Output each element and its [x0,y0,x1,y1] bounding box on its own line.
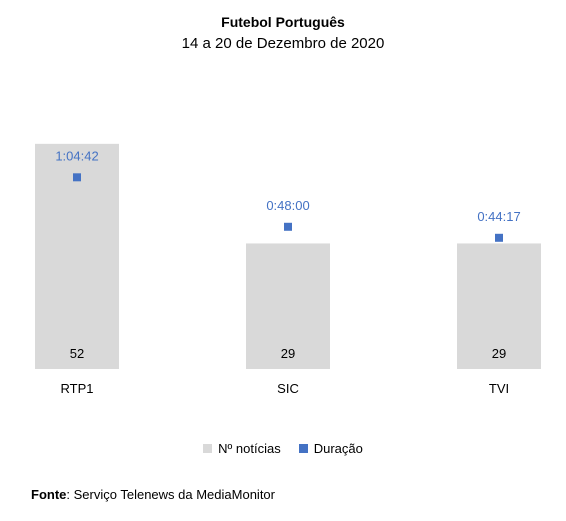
duration-label-sic: 0:48:00 [266,198,309,213]
category-label-tvi: TVI [489,381,509,396]
legend: Nº notícias Duração [0,441,566,456]
category-label-sic: SIC [277,381,299,396]
chart-title: Futebol Português [221,14,345,30]
source-key: Fonte [31,487,67,502]
chart-plot: 52 1:04:42 RTP1 29 0:48:00 SIC 29 0:44:17 TVI [35,143,541,396]
duration-point-rtp1 [73,173,81,182]
bar-value-label-sic: 29 [281,346,295,361]
duration-label-tvi: 0:44:17 [477,209,520,224]
legend-item-duracao: Duração [298,441,363,456]
bar-tvi [457,243,541,369]
duration-label-rtp1: 1:04:42 [55,148,98,163]
chart-subtitle: 14 a 20 de Dezembro de 2020 [181,35,385,52]
category-label-rtp1: RTP1 [61,381,94,396]
duration-point-tvi [495,233,503,242]
source-note: Fonte: Serviço Telenews da MediaMonitor [31,487,275,502]
source-colon: : [66,487,74,502]
bar-value-label-rtp1: 52 [70,346,84,361]
duration-point-sic [284,222,292,231]
legend-swatch-duracao [298,444,308,453]
legend-swatch-noticias [203,444,213,453]
bar-sic [246,243,330,369]
bar-value-label-tvi: 29 [492,346,506,361]
legend-item-noticias: Nº notícias [203,441,281,456]
bar-rtp1 [35,143,119,369]
legend-label-noticias: Nº notícias [218,441,281,456]
legend-label-duracao: Duração [313,441,363,456]
source-value: Serviço Telenews da MediaMonitor [73,487,275,502]
